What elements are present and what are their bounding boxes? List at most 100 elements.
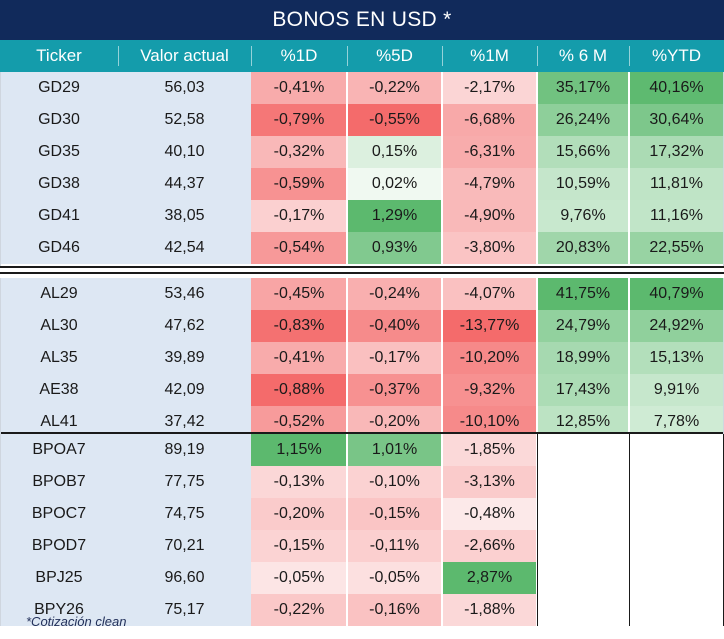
cell-ytd: [629, 594, 724, 626]
cell-d1: -0,22%: [251, 594, 347, 626]
cell-d5: 0,15%: [347, 136, 442, 168]
cell-m1: -1,85%: [442, 434, 537, 466]
cell-d5: -0,15%: [347, 498, 442, 530]
cell-d1: -0,17%: [251, 200, 347, 232]
cell-m1: -2,66%: [442, 530, 537, 562]
cell-m6: [537, 530, 629, 562]
table-border: [0, 434, 1, 626]
cell-ticker: BPOB7: [32, 473, 86, 490]
cell-d1: -0,32%: [251, 136, 347, 168]
cell-m6: [537, 434, 629, 466]
footnote: *Cotización clean: [26, 614, 127, 629]
header-6m: % 6 M: [558, 46, 608, 65]
cell-d5: 0,93%: [347, 232, 442, 264]
cell-d1: -0,88%: [251, 374, 347, 406]
table-title: BONOS EN USD *: [0, 0, 724, 40]
cell-ticker: AL29: [40, 285, 78, 302]
header-ytd: %YTD: [651, 46, 702, 65]
group-divider: [0, 432, 724, 434]
cell-d5: -0,40%: [347, 310, 442, 342]
cell-ticker: GD41: [38, 207, 80, 224]
cell-d1: -0,41%: [251, 342, 347, 374]
cell-ticker: BPJ25: [35, 569, 83, 586]
cell-m6: 24,79%: [537, 310, 629, 342]
cell-ticker: GD38: [38, 175, 80, 192]
column-divider: [346, 72, 348, 264]
column-divider: [628, 278, 630, 438]
cell-ytd: 11,16%: [629, 200, 724, 232]
cell-valor-actual: 56,03: [164, 79, 205, 96]
cell-ytd: 30,64%: [629, 104, 724, 136]
cell-m1: -4,79%: [442, 168, 537, 200]
cell-m1: -4,90%: [442, 200, 537, 232]
cell-m6: [537, 498, 629, 530]
cell-ytd: 9,91%: [629, 374, 724, 406]
cell-d5: -0,22%: [347, 72, 442, 104]
ticker-column-background: [0, 278, 251, 438]
cell-m6: [537, 466, 629, 498]
cell-ticker: BPOD7: [31, 537, 87, 554]
column-divider: [441, 72, 443, 264]
cell-m1: -9,32%: [442, 374, 537, 406]
cell-ytd: 40,16%: [629, 72, 724, 104]
cell-ytd: 11,81%: [629, 168, 724, 200]
cell-d1: -0,83%: [251, 310, 347, 342]
cell-d1: -0,13%: [251, 466, 347, 498]
header-separator: [251, 46, 252, 66]
column-divider: [346, 434, 348, 626]
cell-ytd: [629, 466, 724, 498]
cell-d5: -0,11%: [347, 530, 442, 562]
table-header: Ticker Valor actual %1D %5D %1M % 6 M %YTD: [0, 40, 724, 72]
cell-valor-actual: 38,05: [164, 207, 205, 224]
cell-m6: 20,83%: [537, 232, 629, 264]
header-ticker: Ticker: [36, 46, 82, 65]
cell-m6: [537, 594, 629, 626]
header-separator: [537, 46, 538, 66]
header-valor-actual: Valor actual: [140, 46, 229, 65]
cell-m1: -10,20%: [442, 342, 537, 374]
cell-m1: -3,80%: [442, 232, 537, 264]
cell-valor-actual: 40,10: [164, 143, 205, 160]
cell-valor-actual: 42,09: [164, 381, 205, 398]
cell-ytd: 40,79%: [629, 278, 724, 310]
cell-ticker: GD35: [38, 143, 80, 160]
table-border: [0, 278, 1, 434]
cell-ticker: AL35: [40, 349, 78, 366]
cell-m6: 35,17%: [537, 72, 629, 104]
cell-m6: 10,59%: [537, 168, 629, 200]
cell-valor-actual: 42,54: [164, 239, 205, 256]
cell-valor-actual: 77,75: [164, 473, 205, 490]
blank-area-border: [629, 434, 630, 626]
cell-m1: -3,13%: [442, 466, 537, 498]
cell-valor-actual: 37,42: [164, 413, 205, 430]
cell-m6: [537, 562, 629, 594]
column-divider: [441, 434, 443, 626]
cell-valor-actual: 74,75: [164, 505, 205, 522]
cell-ticker: BPOC7: [31, 505, 87, 522]
cell-m1: -2,17%: [442, 72, 537, 104]
cell-m6: 26,24%: [537, 104, 629, 136]
cell-d1: -0,41%: [251, 72, 347, 104]
header-1m: %1M: [470, 46, 509, 65]
cell-m1: -13,77%: [442, 310, 537, 342]
group-divider: [0, 266, 724, 268]
cell-valor-actual: 89,19: [164, 441, 205, 458]
header-1d: %1D: [280, 46, 318, 65]
cell-ytd: 17,32%: [629, 136, 724, 168]
cell-m6: 15,66%: [537, 136, 629, 168]
cell-d5: -0,17%: [347, 342, 442, 374]
cell-ytd: [629, 434, 724, 466]
cell-m6: 9,76%: [537, 200, 629, 232]
header-5d: %5D: [376, 46, 413, 65]
cell-ytd: 24,92%: [629, 310, 724, 342]
cell-ytd: 22,55%: [629, 232, 724, 264]
cell-valor-actual: 70,21: [164, 537, 205, 554]
cell-ytd: 15,13%: [629, 342, 724, 374]
column-divider: [346, 278, 348, 438]
cell-d1: -0,05%: [251, 562, 347, 594]
cell-ytd: [629, 562, 724, 594]
column-divider: [441, 278, 443, 438]
column-divider: [628, 72, 630, 264]
cell-ytd: [629, 530, 724, 562]
cell-d1: -0,45%: [251, 278, 347, 310]
